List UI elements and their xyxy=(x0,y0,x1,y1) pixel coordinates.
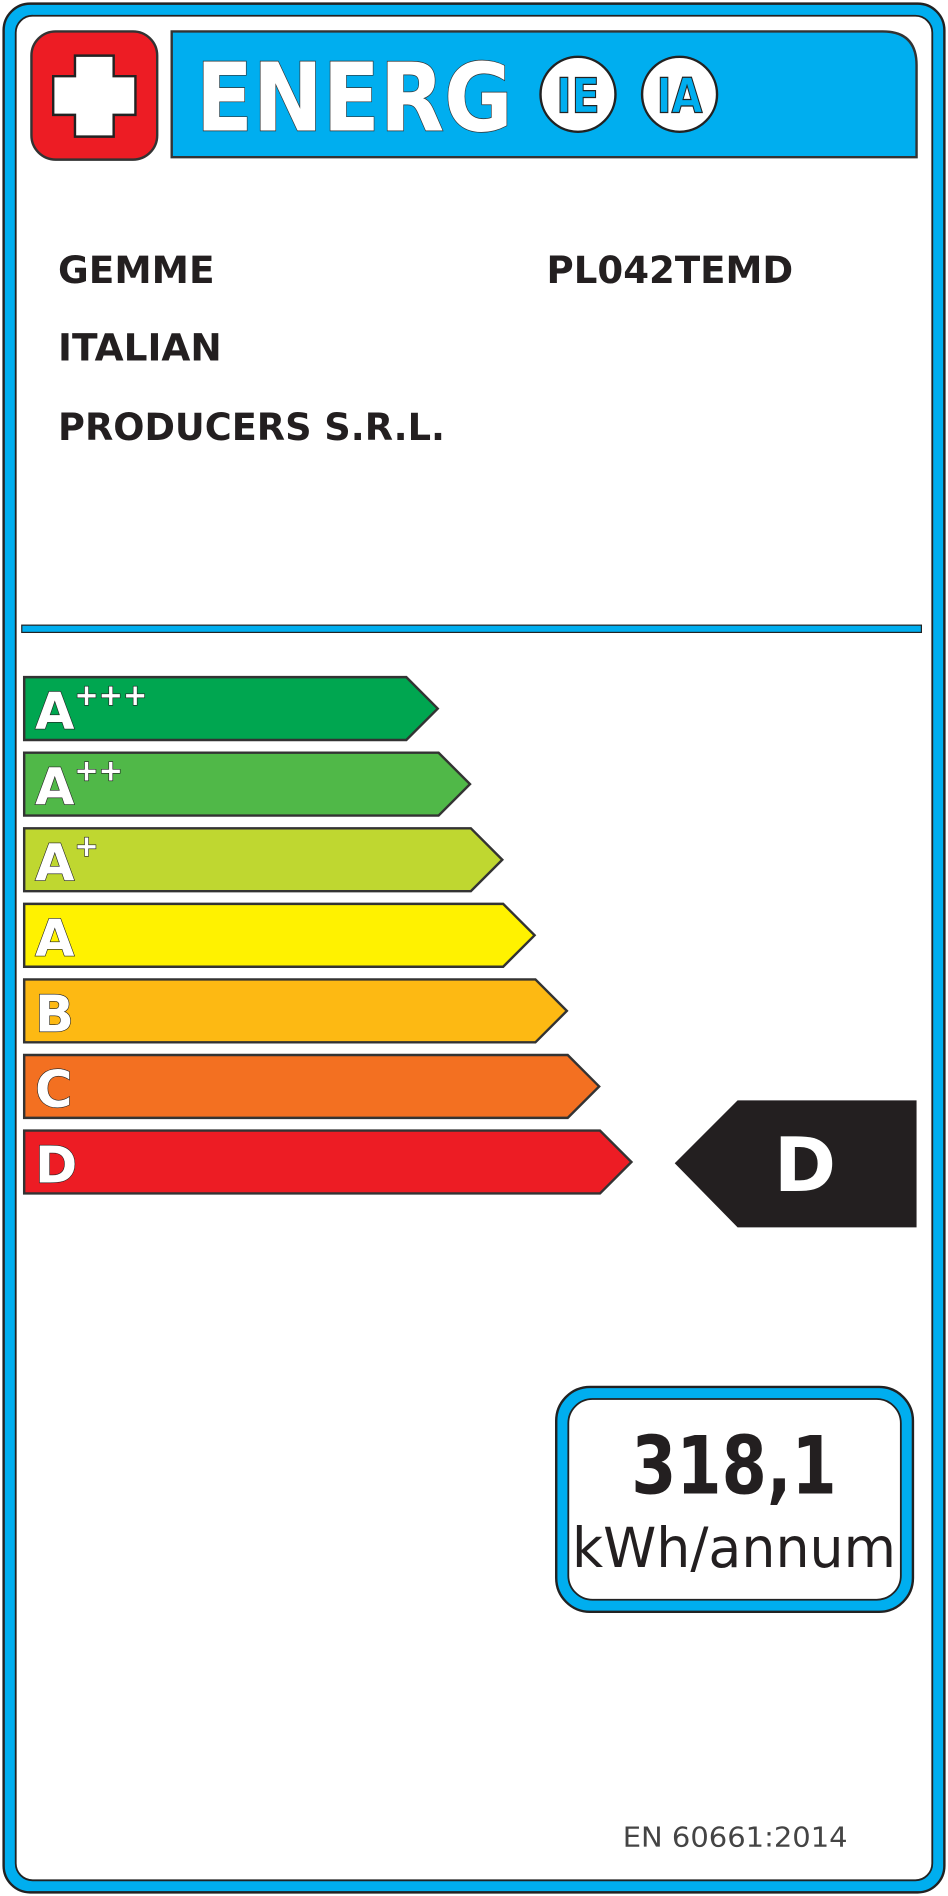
rating-letter: D xyxy=(774,1121,836,1209)
class-label: D xyxy=(35,1136,77,1195)
badge-ia: IA xyxy=(640,55,719,134)
class-label: A xyxy=(35,909,75,968)
class-label-superscript: + xyxy=(74,829,98,863)
svg-text:IA: IA xyxy=(657,68,703,124)
rating-pointer: D xyxy=(674,1100,917,1228)
energy-class-d: D xyxy=(22,1129,634,1195)
supplier-line-1: GEMME xyxy=(58,248,215,292)
energy-class-a: A xyxy=(22,902,537,968)
supplier-line-2: ITALIAN xyxy=(58,325,222,369)
consumption-value: 318,1 xyxy=(631,1419,837,1512)
consumption-unit: kWh/annum xyxy=(572,1516,896,1581)
standard-reference: EN 60661:2014 xyxy=(623,1820,848,1853)
divider xyxy=(21,624,923,634)
energy-class-b: B xyxy=(22,978,569,1044)
class-arrow xyxy=(22,902,537,968)
swiss-cross-icon xyxy=(30,30,159,161)
class-arrow xyxy=(22,675,440,742)
model-identifier: PL042TEMD xyxy=(547,248,794,292)
class-label-superscript: ++ xyxy=(74,754,123,788)
class-label: C xyxy=(35,1060,72,1119)
consumption-box: 318,1 kWh/annum xyxy=(555,1385,915,1614)
supplier-line-3: PRODUCERS S.R.L. xyxy=(58,405,445,449)
energy-class-aplusplusplus: A+++ xyxy=(22,675,440,742)
svg-text:IE: IE xyxy=(556,68,600,124)
class-arrow xyxy=(22,978,569,1044)
energy-class-c: C xyxy=(22,1053,601,1120)
class-arrow xyxy=(22,1053,601,1120)
class-arrow xyxy=(22,751,472,817)
header-title: ENERG xyxy=(196,44,513,154)
energy-class-aplus: A+ xyxy=(22,827,505,893)
class-arrow xyxy=(22,1129,634,1195)
badge-ie: IE xyxy=(539,55,617,134)
class-label: B xyxy=(35,984,74,1043)
energy-class-aplusplus: A++ xyxy=(22,751,472,817)
class-arrow xyxy=(22,827,505,893)
class-label-superscript: +++ xyxy=(74,678,147,712)
